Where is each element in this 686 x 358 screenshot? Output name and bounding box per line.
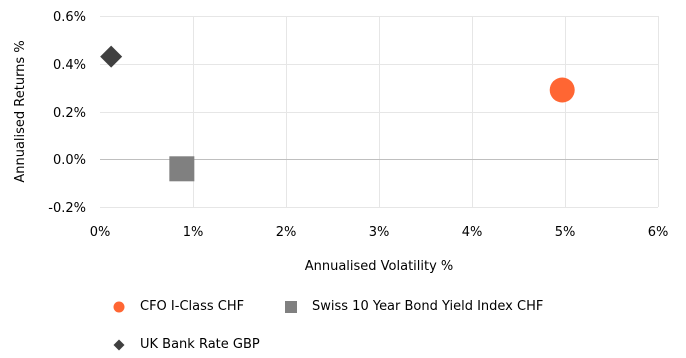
data-point-square: [169, 156, 195, 182]
x-tick-label: 1%: [183, 225, 204, 240]
legend-item-cfo-i-class-chf: CFO I-Class CHF: [112, 299, 244, 314]
x-tick-label: 0%: [90, 225, 111, 240]
data-points: [100, 45, 575, 182]
y-tick-label: 0.0%: [53, 153, 86, 168]
tick-labels: -0.2% 0.0% 0.2% 0.4% 0.6% 0% 1% 2% 3% 4% 5% 6%: [48, 10, 668, 240]
circle-marker-icon: [112, 300, 126, 314]
x-tick-label: 5%: [555, 225, 576, 240]
x-tick-label: 3%: [369, 225, 390, 240]
y-tick-label: 0.2%: [53, 106, 86, 121]
y-tick-label: 0.6%: [53, 10, 86, 25]
legend-label: Swiss 10 Year Bond Yield Index CHF: [312, 299, 544, 314]
legend-label: CFO I-Class CHF: [140, 299, 245, 314]
y-tick-label: 0.4%: [53, 58, 86, 73]
x-tick-label: 4%: [462, 225, 483, 240]
y-axis-title: Annualised Returns %: [13, 40, 28, 182]
data-point-diamond: [100, 45, 123, 68]
diamond-marker-icon: [112, 338, 126, 352]
legend-item-uk-bank-rate-gbp: UK Bank Rate GBP: [112, 337, 260, 352]
square-marker-icon: [284, 300, 298, 314]
x-tick-label: 6%: [648, 225, 669, 240]
y-tick-label: -0.2%: [48, 201, 86, 216]
gridlines: [100, 16, 659, 208]
chart-plot: -0.2% 0.0% 0.2% 0.4% 0.6% 0% 1% 2% 3% 4% 5% 6% Annu…: [13, 10, 668, 274]
legend-item-swiss-10-year-bond-yield-index-chf: Swiss 10 Year Bond Yield Index CHF: [284, 299, 543, 314]
x-axis-title: Annualised Volatility %: [305, 259, 454, 274]
legend-label: UK Bank Rate GBP: [140, 337, 260, 352]
data-point-circle: [549, 77, 575, 103]
x-tick-label: 2%: [276, 225, 297, 240]
